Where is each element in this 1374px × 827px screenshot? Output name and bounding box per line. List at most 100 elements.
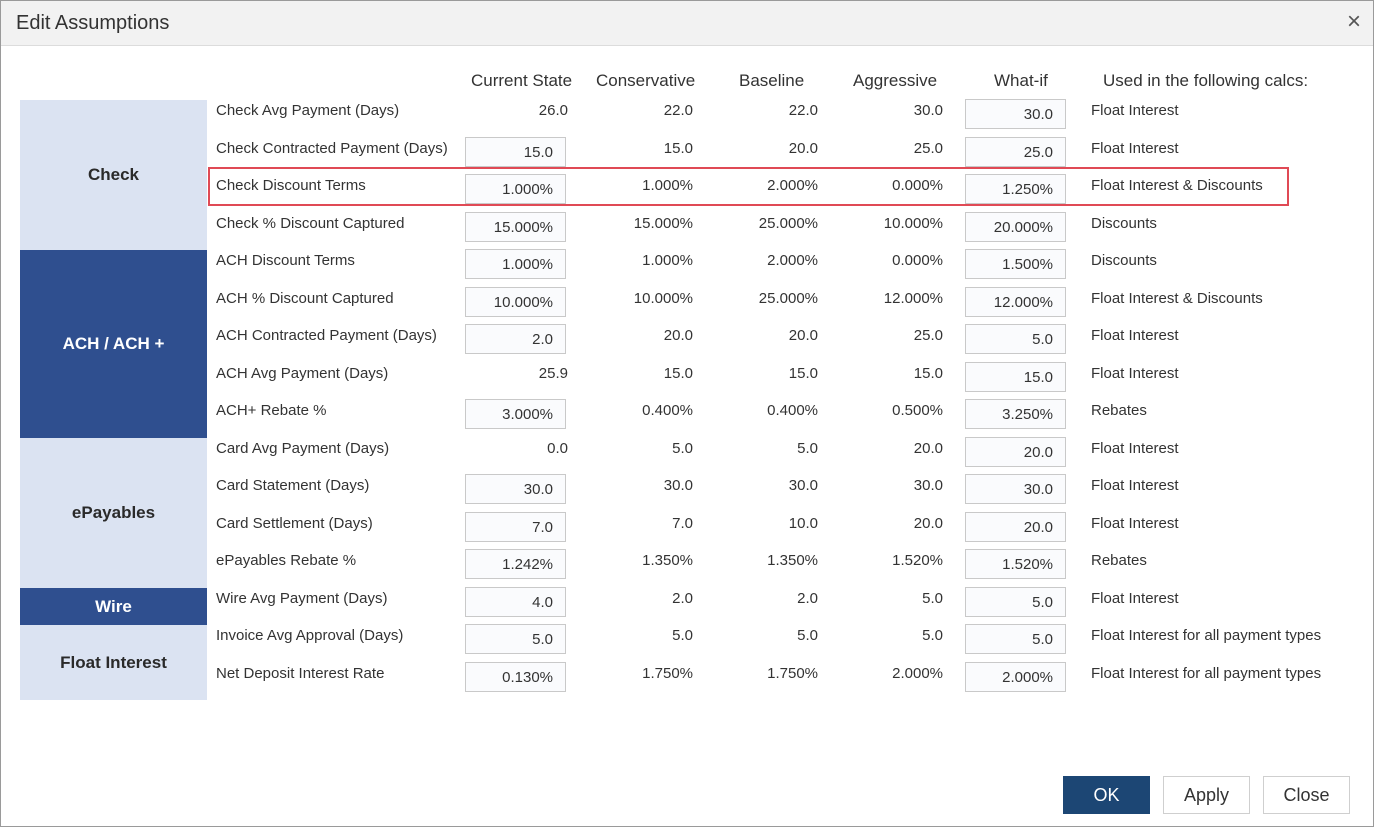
what-if-input[interactable]: 25.0 <box>965 137 1066 167</box>
baseline-value: 22.0 <box>788 102 818 119</box>
aggressive-value: 12.000% <box>883 290 943 307</box>
used-in-calcs: Float Interest <box>1091 477 1179 494</box>
baseline-value: 1.750% <box>767 665 818 682</box>
used-in-calcs: Float Interest & Discounts <box>1091 177 1263 194</box>
aggressive-value: 0.000% <box>892 177 943 194</box>
conservative-value: 2.0 <box>672 590 693 607</box>
conservative-value: 1.000% <box>642 177 693 194</box>
aggressive-value: 30.0 <box>913 102 943 119</box>
conservative-value: 30.0 <box>663 477 693 494</box>
what-if-input[interactable]: 30.0 <box>965 474 1066 504</box>
conservative-value: 1.000% <box>642 252 693 269</box>
row-label: Card Avg Payment (Days) <box>216 440 390 457</box>
current-state-input[interactable]: 10.000% <box>465 287 566 317</box>
aggressive-value: 2.000% <box>892 665 943 682</box>
row-label: Card Statement (Days) <box>216 477 370 494</box>
what-if-input[interactable]: 12.000% <box>965 287 1066 317</box>
row-label: Check Contracted Payment (Days) <box>216 140 448 157</box>
current-state-input[interactable]: 0.130% <box>465 662 566 692</box>
what-if-input[interactable]: 15.0 <box>965 362 1066 392</box>
aggressive-value: 25.0 <box>913 140 943 157</box>
aggressive-value: 30.0 <box>913 477 943 494</box>
row-label: Check Avg Payment (Days) <box>216 102 400 119</box>
current-state-input[interactable]: 7.0 <box>465 512 566 542</box>
ok-button[interactable]: OK <box>1063 776 1150 814</box>
used-in-calcs: Discounts <box>1091 252 1157 269</box>
current-state-input[interactable]: 4.0 <box>465 587 566 617</box>
column-header-aggressive: Aggressive <box>853 71 938 90</box>
conservative-value: 5.0 <box>672 627 693 644</box>
current-state-value: 25.9 <box>538 365 568 382</box>
close-icon[interactable]: × <box>1346 8 1361 35</box>
what-if-input[interactable]: 5.0 <box>965 324 1066 354</box>
used-in-calcs: Float Interest <box>1091 102 1179 119</box>
used-in-calcs: Discounts <box>1091 215 1157 232</box>
aggressive-value: 1.520% <box>892 552 943 569</box>
aggressive-value: 5.0 <box>922 590 943 607</box>
used-in-calcs: Float Interest for all payment types <box>1091 665 1322 682</box>
apply-button[interactable]: Apply <box>1163 776 1250 814</box>
group-wire: Wire <box>20 588 207 626</box>
what-if-input[interactable]: 1.520% <box>965 549 1066 579</box>
baseline-value: 5.0 <box>797 627 818 644</box>
baseline-value: 1.350% <box>767 552 818 569</box>
baseline-value: 20.0 <box>788 327 818 344</box>
aggressive-value: 15.0 <box>913 365 943 382</box>
conservative-value: 20.0 <box>663 327 693 344</box>
current-state-value: 0.0 <box>547 440 568 457</box>
current-state-input[interactable]: 15.000% <box>465 212 566 242</box>
current-state-input[interactable]: 15.0 <box>465 137 566 167</box>
what-if-input[interactable]: 20.0 <box>965 437 1066 467</box>
row-label: Card Settlement (Days) <box>216 515 373 532</box>
column-header-what-if: What-if <box>994 71 1048 90</box>
what-if-input[interactable]: 30.0 <box>965 99 1066 129</box>
current-state-value: 26.0 <box>538 102 568 119</box>
group-ach-ach: ACH / ACH + <box>20 250 207 438</box>
row-label: ACH Contracted Payment (Days) <box>216 327 437 344</box>
baseline-value: 0.400% <box>767 402 818 419</box>
column-header-used-in-calcs: Used in the following calcs: <box>1103 71 1309 90</box>
current-state-input[interactable]: 5.0 <box>465 624 566 654</box>
baseline-value: 10.0 <box>788 515 818 532</box>
what-if-input[interactable]: 1.500% <box>965 249 1066 279</box>
current-state-input[interactable]: 1.000% <box>465 249 566 279</box>
group-float-interest: Float Interest <box>20 625 207 700</box>
conservative-value: 5.0 <box>672 440 693 457</box>
baseline-value: 2.000% <box>767 252 818 269</box>
conservative-value: 15.0 <box>663 365 693 382</box>
dialog-titlebar: Edit Assumptions × <box>1 1 1373 46</box>
group-epayables: ePayables <box>20 438 207 588</box>
used-in-calcs: Rebates <box>1091 402 1147 419</box>
column-header-conservative: Conservative <box>596 71 696 90</box>
what-if-input[interactable]: 3.250% <box>965 399 1066 429</box>
baseline-value: 2.000% <box>767 177 818 194</box>
aggressive-value: 5.0 <box>922 627 943 644</box>
what-if-input[interactable]: 20.0 <box>965 512 1066 542</box>
conservative-value: 0.400% <box>642 402 693 419</box>
used-in-calcs: Float Interest <box>1091 590 1179 607</box>
what-if-input[interactable]: 5.0 <box>965 624 1066 654</box>
row-label: Check % Discount Captured <box>216 215 405 232</box>
aggressive-value: 0.000% <box>892 252 943 269</box>
current-state-input[interactable]: 1.000% <box>465 174 566 204</box>
row-label: ACH+ Rebate % <box>216 402 327 419</box>
current-state-input[interactable]: 30.0 <box>465 474 566 504</box>
what-if-input[interactable]: 1.250% <box>965 174 1066 204</box>
what-if-input[interactable]: 5.0 <box>965 587 1066 617</box>
current-state-input[interactable]: 1.242% <box>465 549 566 579</box>
row-label: ePayables Rebate % <box>216 552 357 569</box>
used-in-calcs: Float Interest for all payment types <box>1091 627 1322 644</box>
what-if-input[interactable]: 20.000% <box>965 212 1066 242</box>
used-in-calcs: Float Interest <box>1091 440 1179 457</box>
what-if-input[interactable]: 2.000% <box>965 662 1066 692</box>
row-label: Net Deposit Interest Rate <box>216 665 385 682</box>
row-label: ACH Discount Terms <box>216 252 355 269</box>
baseline-value: 25.000% <box>758 215 818 232</box>
current-state-input[interactable]: 2.0 <box>465 324 566 354</box>
current-state-input[interactable]: 3.000% <box>465 399 566 429</box>
aggressive-value: 10.000% <box>883 215 943 232</box>
close-button[interactable]: Close <box>1263 776 1350 814</box>
conservative-value: 10.000% <box>633 290 693 307</box>
column-header-baseline: Baseline <box>739 71 805 90</box>
